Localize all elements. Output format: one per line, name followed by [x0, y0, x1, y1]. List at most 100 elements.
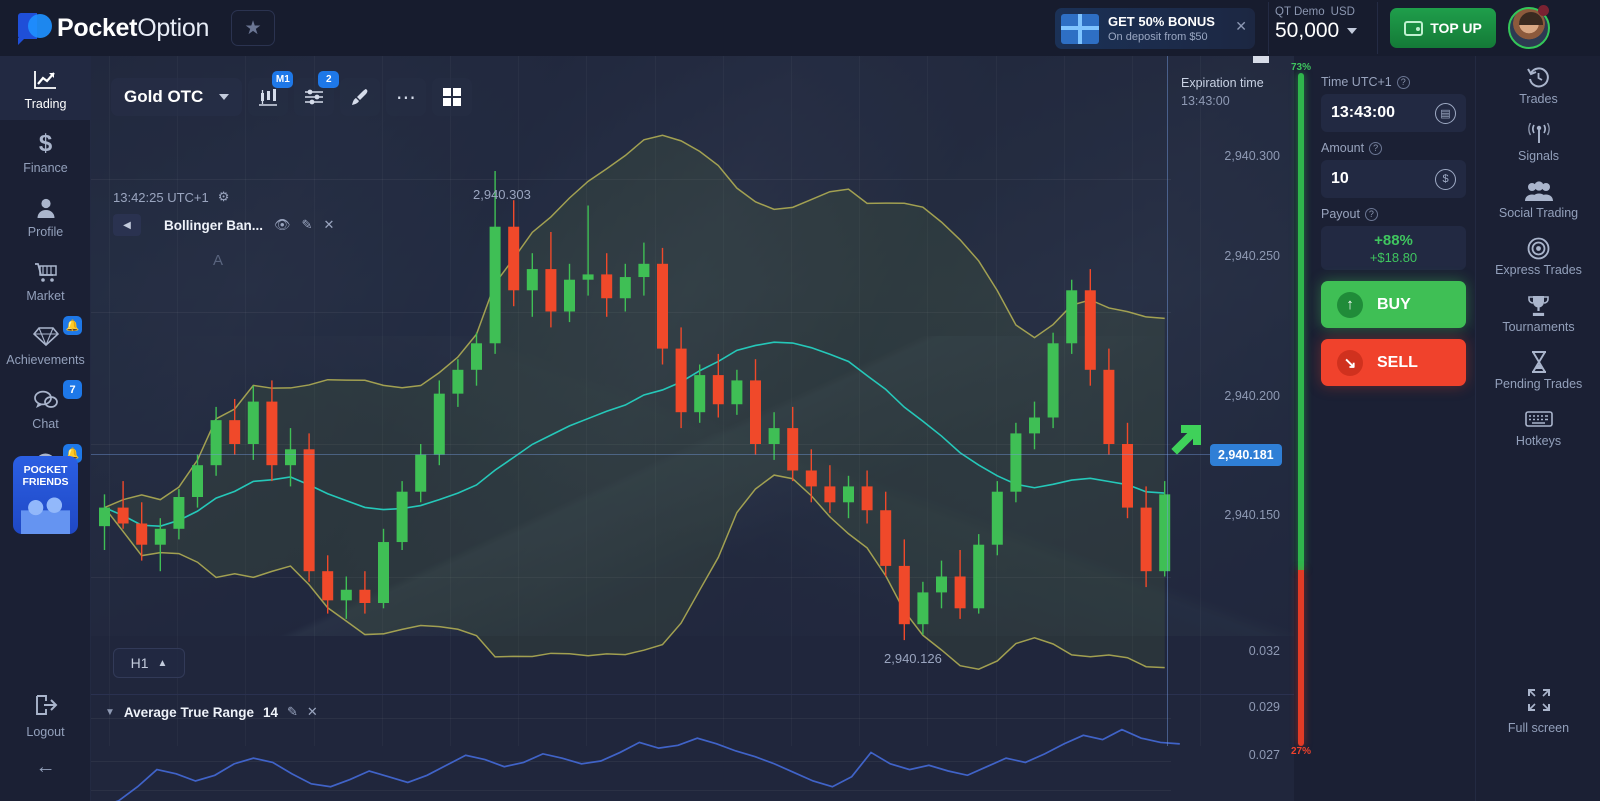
sidebar-item-label: Trading [24, 97, 67, 111]
expiration-time-input[interactable]: 13:43:00 ▤ [1321, 94, 1466, 132]
sidebar-item-tournaments[interactable]: Tournaments [1476, 284, 1600, 341]
atr-tick: 0.027 [1248, 748, 1280, 762]
top-up-button[interactable]: TOP UP [1390, 8, 1496, 48]
promo-line-1: POCKET [23, 464, 68, 476]
amount-field-label: Amount ? [1321, 141, 1466, 155]
layout-button[interactable] [432, 78, 473, 116]
time-field-label: Time UTC+1 ? [1321, 75, 1466, 89]
top-up-label: TOP UP [1430, 20, 1482, 36]
sell-button[interactable]: ↘ SELL [1321, 339, 1466, 386]
cart-icon [0, 259, 91, 284]
app-header: PocketOption ★ GET 50% BONUS On deposit … [0, 0, 1600, 56]
payout-amount: +$18.80 [1369, 249, 1418, 265]
more-options-button[interactable]: ⋯ [386, 78, 427, 116]
expiration-time-value: 13:43:00 [1181, 94, 1230, 108]
left-sidebar: Trading $ Finance Profile Market 🔔 Achie… [0, 56, 91, 801]
low-price-marker: 2,940.126 [884, 651, 942, 666]
sidebar-item-pending-trades[interactable]: Pending Trades [1476, 341, 1600, 398]
atr-line-series [115, 728, 1180, 801]
chart-area[interactable]: Gold OTC M1 2 ⋯ 13:42:25 UTC+1 [91, 56, 1294, 801]
chart-line-icon [0, 67, 91, 92]
promo-line-2: FRIENDS [22, 476, 69, 488]
trophy-icon [1476, 293, 1600, 317]
sidebar-item-express-trades[interactable]: Express Trades [1476, 227, 1600, 284]
payout-display: +88% +$18.80 [1321, 226, 1466, 270]
payout-label-text: Payout [1321, 207, 1360, 221]
close-icon[interactable]: ✕ [1235, 18, 1247, 34]
sidebar-item-chat[interactable]: 7 Chat [0, 376, 91, 440]
expand-icon [1476, 688, 1600, 717]
indicator-collapse-button[interactable]: ◀ [113, 214, 141, 236]
sidebar-item-label: Pending Trades [1494, 377, 1583, 391]
chart-watermark: A [213, 252, 224, 269]
price-axis: Expiration time 13:43:00 2,940.300 2,940… [1171, 56, 1294, 801]
asset-selector[interactable]: Gold OTC [111, 78, 243, 116]
question-circle-icon[interactable]: ? [1396, 75, 1410, 89]
trade-panel: Time UTC+1 ? 13:43:00 ▤ Amount ? 10 $ Pa… [1312, 56, 1475, 801]
question-circle-icon[interactable]: ? [1364, 207, 1378, 221]
indicators-count-badge: 2 [318, 71, 340, 88]
balance-selector[interactable]: QT Demo USD 50,000 [1268, 2, 1378, 54]
close-icon[interactable]: ✕ [306, 704, 318, 719]
indicators-button[interactable]: 2 [294, 71, 340, 116]
time-value: 13:43:00 [1331, 104, 1396, 121]
price-tick: 2,940.150 [1224, 508, 1280, 522]
payout-percent: +88% [1374, 231, 1413, 249]
sidebar-item-label: Achievements [6, 353, 85, 367]
chevron-down-icon[interactable] [1347, 28, 1358, 34]
antenna-icon [1476, 122, 1600, 146]
timeframe-label: H1 [130, 655, 149, 671]
draw-tools-button[interactable] [340, 78, 381, 116]
sidebar-item-label: Trades [1519, 92, 1558, 106]
dollar-icon: $ [38, 129, 53, 157]
sidebar-item-market[interactable]: Market [0, 248, 91, 312]
brand-logo[interactable]: PocketOption [18, 13, 209, 45]
brand-name: PocketOption [57, 14, 209, 43]
timeframe-selector[interactable]: H1 ▲ [113, 648, 185, 678]
pencil-icon[interactable]: ✎ [301, 217, 313, 232]
brand-option: Option [137, 13, 210, 42]
sidebar-item-social-trading[interactable]: Social Trading [1476, 170, 1600, 227]
close-icon[interactable]: ✕ [323, 217, 335, 232]
buy-button[interactable]: ↑ BUY [1321, 281, 1466, 328]
indicator-name: Bollinger Ban... [164, 217, 264, 233]
grid-icon [443, 88, 462, 106]
caret-down-icon[interactable]: ▼ [105, 706, 115, 718]
amount-value: 10 [1331, 170, 1349, 187]
pocket-friends-promo[interactable]: POCKET FRIENDS [13, 456, 78, 534]
sidebar-collapse-button[interactable]: ← [0, 756, 91, 779]
sidebar-item-trading[interactable]: Trading [0, 56, 91, 120]
question-circle-icon[interactable]: ? [1369, 141, 1383, 155]
logout-button[interactable]: Logout [0, 694, 91, 739]
buy-label: BUY [1377, 295, 1411, 313]
sidebar-item-profile[interactable]: Profile [0, 184, 91, 248]
atr-divider [91, 694, 1294, 695]
favorites-button[interactable]: ★ [231, 10, 276, 46]
sidebar-item-trades[interactable]: Trades [1476, 56, 1600, 113]
right-sidebar: Trades Signals Social Trading Express Tr… [1475, 56, 1600, 801]
calendar-icon[interactable]: ▤ [1435, 102, 1456, 124]
sidebar-item-finance[interactable]: $ Finance [0, 120, 91, 184]
timeframe-badge: M1 [272, 71, 294, 88]
sidebar-item-label: Express Trades [1495, 263, 1582, 277]
dollar-circle-icon[interactable]: $ [1435, 168, 1456, 190]
chart-type-button[interactable]: M1 [248, 71, 294, 116]
amount-input[interactable]: 10 $ [1321, 160, 1466, 198]
fullscreen-button[interactable]: Full screen [1476, 688, 1600, 735]
sidebar-item-signals[interactable]: Signals [1476, 113, 1600, 170]
logout-label: Logout [26, 725, 65, 739]
wallet-icon [1404, 20, 1424, 36]
chart-grid [91, 56, 1294, 801]
candlestick-series [99, 171, 1171, 641]
bonus-banner[interactable]: GET 50% BONUS On deposit from $50 ✕ [1055, 8, 1255, 49]
chat-icon [0, 387, 91, 412]
keyboard-icon [1476, 407, 1600, 431]
eye-icon[interactable]: 👁 [274, 217, 291, 232]
pencil-icon[interactable]: ✎ [287, 704, 298, 719]
current-price-line [91, 454, 1217, 455]
sidebar-item-hotkeys[interactable]: Hotkeys [1476, 398, 1600, 455]
caret-up-icon: ▲ [157, 657, 168, 669]
sell-sentiment-percent: 27% [1290, 746, 1311, 757]
sidebar-item-achievements[interactable]: 🔔 Achievements [0, 312, 91, 376]
gear-icon[interactable]: ⚙ [217, 189, 230, 204]
